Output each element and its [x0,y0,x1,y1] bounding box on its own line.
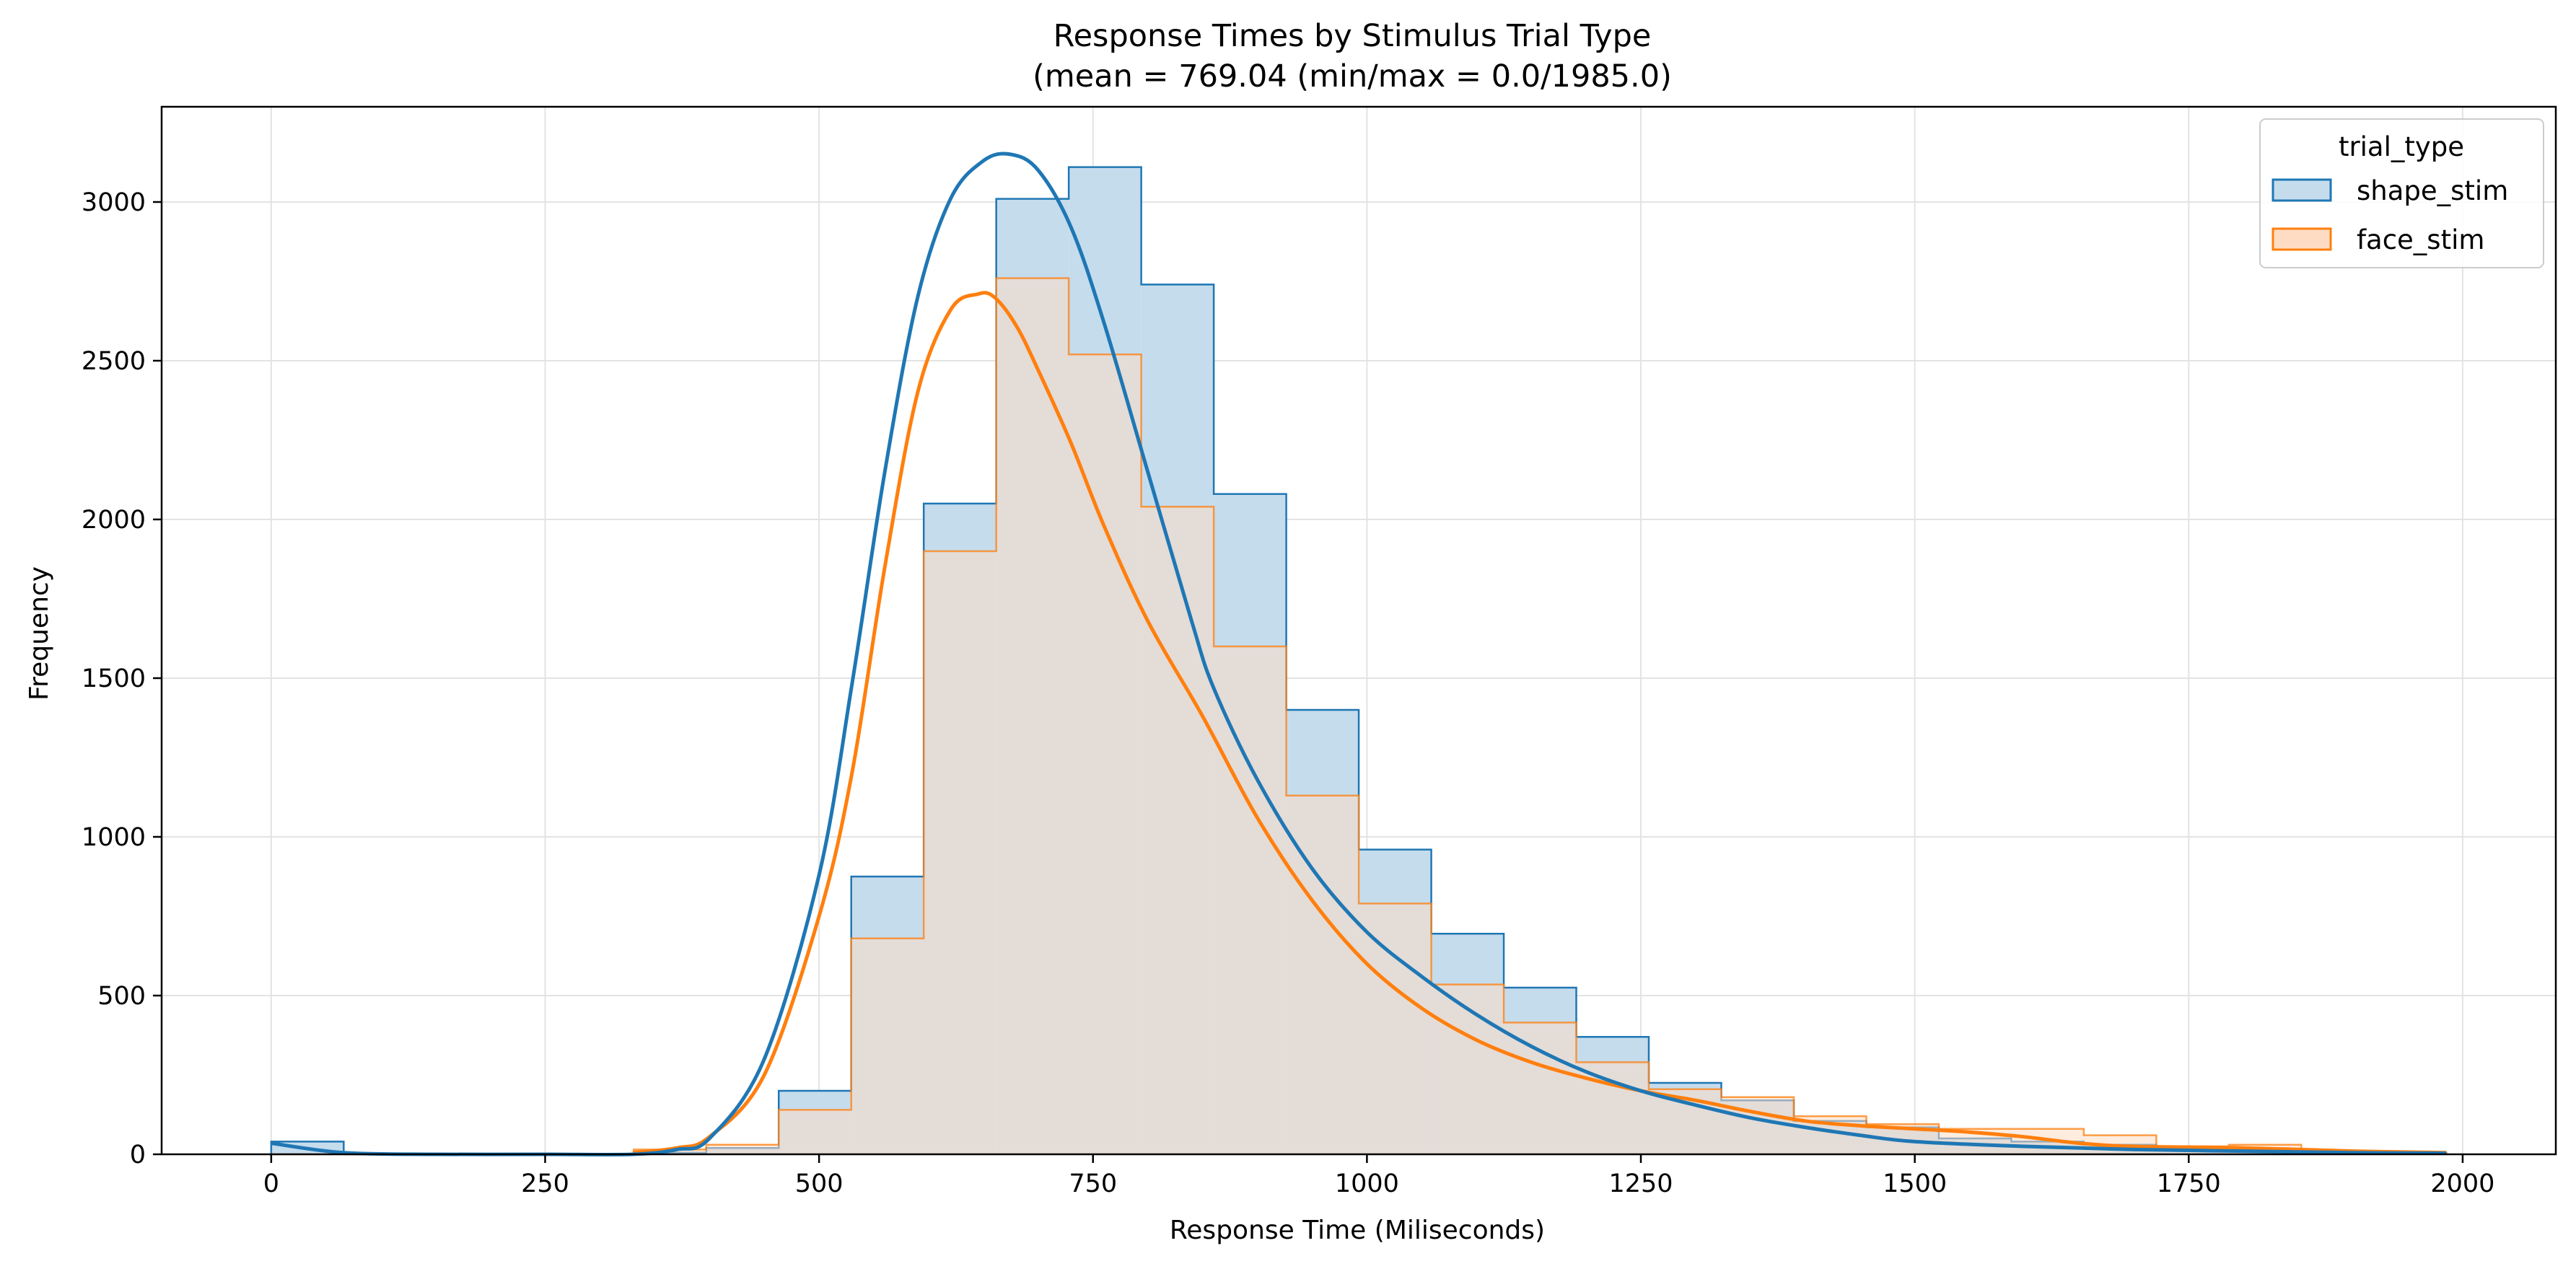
y-tick-label: 0 [130,1141,146,1169]
x-tick-label: 2000 [2430,1169,2494,1198]
legend: trial_type shape_stim face_stim [2259,118,2544,268]
bar-face_stim-16 [1431,984,1504,1154]
bar-face_stim-8 [851,938,924,1154]
x-tick-label: 750 [1069,1169,1117,1198]
y-tick-label: 2000 [82,506,146,535]
kde-line-shape_stim [271,152,2447,1156]
bar-face_stim-6 [706,1144,779,1154]
bar-face_stim-9 [924,551,996,1154]
x-tick-label: 500 [795,1169,844,1198]
bar-face_stim-14 [1286,795,1359,1154]
x-tick-label: 1500 [1883,1169,1947,1198]
plot-frame [160,105,2557,1156]
bar-face_stim-15 [1359,903,1432,1154]
bar-face_stim-11 [1069,354,1142,1155]
bar-face_stim-12 [1141,506,1214,1154]
y-axis-ticks: 0 500 1000 1500 2000 2500 3000 [82,188,162,1169]
legend-title: trial_type [2339,131,2464,162]
legend-swatch-shape-stim [2271,178,2332,202]
x-axis-label: Response Time (Miliseconds) [1170,1216,1545,1245]
x-tick-label: 1250 [1608,1169,1673,1198]
bar-face_stim-18 [1576,1062,1650,1154]
x-tick-label: 1000 [1335,1169,1399,1198]
x-axis-ticks: 0 250 500 750 1000 1250 1500 1750 2000 [263,1154,2494,1198]
x-tick-label: 0 [263,1169,279,1198]
y-tick-label: 3000 [82,188,146,217]
y-tick-label: 1500 [82,664,146,693]
y-tick-label: 1000 [82,823,146,852]
kde-line-face_stim [632,291,2447,1155]
y-axis-label: Frequency [25,566,54,701]
legend-swatch-face-stim [2271,227,2332,251]
y-tick-label: 500 [97,982,146,1011]
bar-face_stim-10 [996,278,1069,1155]
x-tick-label: 250 [521,1169,569,1198]
legend-label-face-stim: face_stim [2357,224,2484,255]
legend-label-shape-stim: shape_stim [2357,175,2508,206]
bar-face_stim-13 [1214,646,1287,1154]
chart-title-line1: Response Times by Stimulus Trial Type [1053,18,1652,54]
bar-face_stim-7 [779,1110,851,1154]
step-outline-face_stim [271,277,2448,1156]
x-tick-label: 1750 [2157,1169,2221,1198]
bar-face_stim-20 [1721,1097,1794,1154]
bar-face_stim-17 [1504,1022,1577,1154]
y-tick-label: 2500 [82,347,146,376]
kde-curves [271,152,2447,1156]
chart-title-line2: (mean = 769.04 (min/max = 0.0/1985.0) [1033,58,1672,95]
